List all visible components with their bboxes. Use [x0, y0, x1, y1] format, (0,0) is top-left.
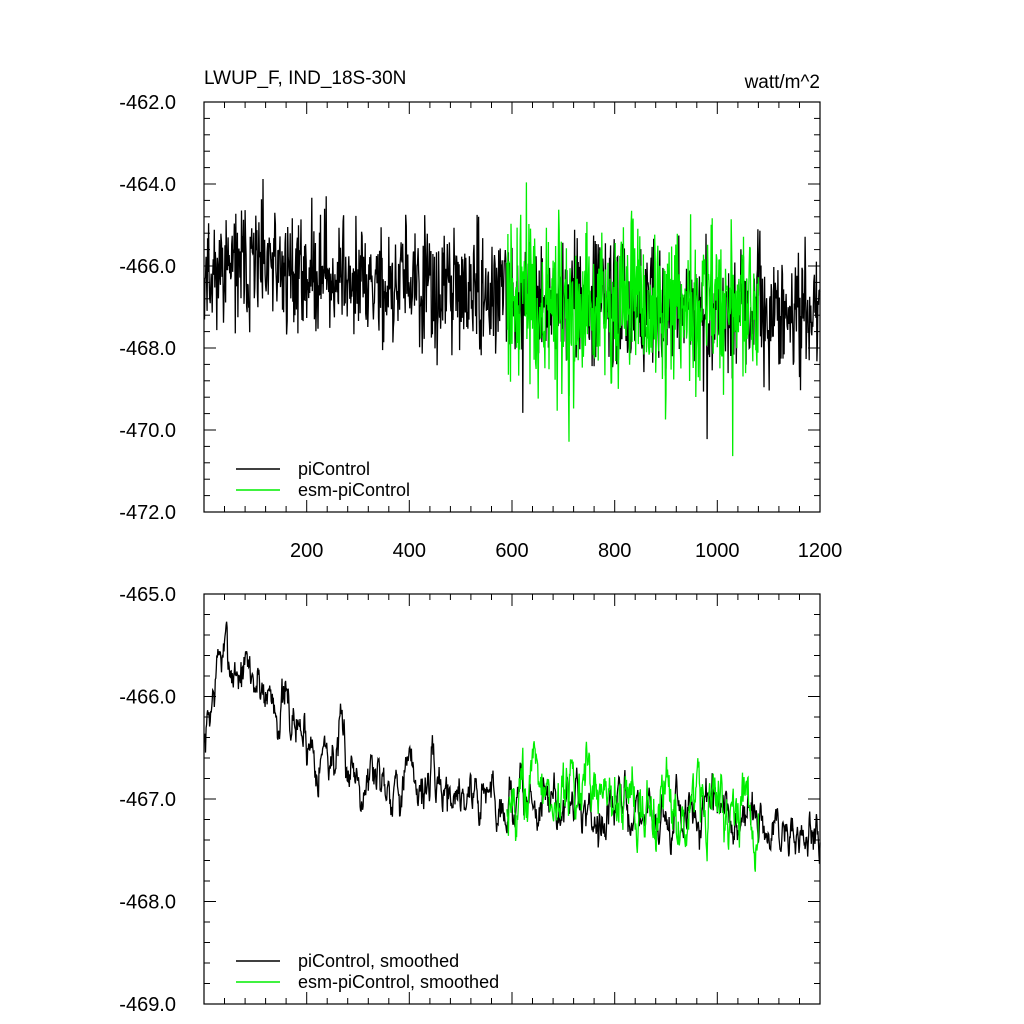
y-tick-label: -464.0: [119, 174, 176, 196]
y-tick-label: -466.0: [119, 687, 176, 709]
y-tick-labels: -465.0 -466.0 -467.0 -468.0 -469.0: [119, 584, 176, 1016]
x-tick-label: 800: [598, 540, 631, 562]
legend: piControl esm-piControl: [236, 459, 410, 500]
x-tick-label: 400: [393, 540, 426, 562]
series-line-esm-picontrol: [506, 182, 760, 457]
y-tick-label: -468.0: [119, 892, 176, 914]
legend-label-esm-picontrol-smoothed: esm-piControl, smoothed: [298, 972, 499, 992]
x-tick-label: 200: [290, 540, 323, 562]
x-tick-labels: 200 400 600 800 1000 1200: [290, 540, 842, 562]
series-layer: [203, 621, 821, 872]
chart-title: LWUP_F, IND_18S-30N: [204, 68, 406, 89]
y-tick-label: -470.0: [119, 420, 176, 442]
legend-label-picontrol: piControl: [298, 459, 370, 479]
y-tick-label: -472.0: [119, 502, 176, 524]
series-layer: [203, 178, 821, 457]
y-tick-labels: -462.0 -464.0 -466.0 -468.0 -470.0 -472.0: [119, 92, 176, 524]
series-line-esm-picontrol-smoothed: [506, 741, 760, 872]
tick-layer: [204, 593, 821, 1005]
y-tick-label: -462.0: [119, 92, 176, 114]
tick-layer: [204, 101, 821, 513]
x-tick-label: 1000: [695, 540, 740, 562]
bottom-panel: -465.0 -466.0 -467.0 -468.0 -469.0 piControl…: [119, 584, 821, 1016]
y-tick-label: -466.0: [119, 256, 176, 278]
top-panel: LWUP_F, IND_18S-30N watt/m^2 -462.0 -464.…: [119, 68, 842, 562]
x-tick-label: 600: [495, 540, 528, 562]
y-tick-label: -469.0: [119, 994, 176, 1016]
y-tick-label: -467.0: [119, 789, 176, 811]
y-tick-label: -465.0: [119, 584, 176, 606]
units-label: watt/m^2: [744, 72, 820, 93]
legend-label-picontrol-smoothed: piControl, smoothed: [298, 951, 459, 971]
x-tick-label: 1200: [798, 540, 843, 562]
y-tick-label: -468.0: [119, 338, 176, 360]
legend-label-esm-picontrol: esm-piControl: [298, 480, 410, 500]
legend: piControl, smoothed esm-piControl, smoot…: [236, 951, 499, 992]
